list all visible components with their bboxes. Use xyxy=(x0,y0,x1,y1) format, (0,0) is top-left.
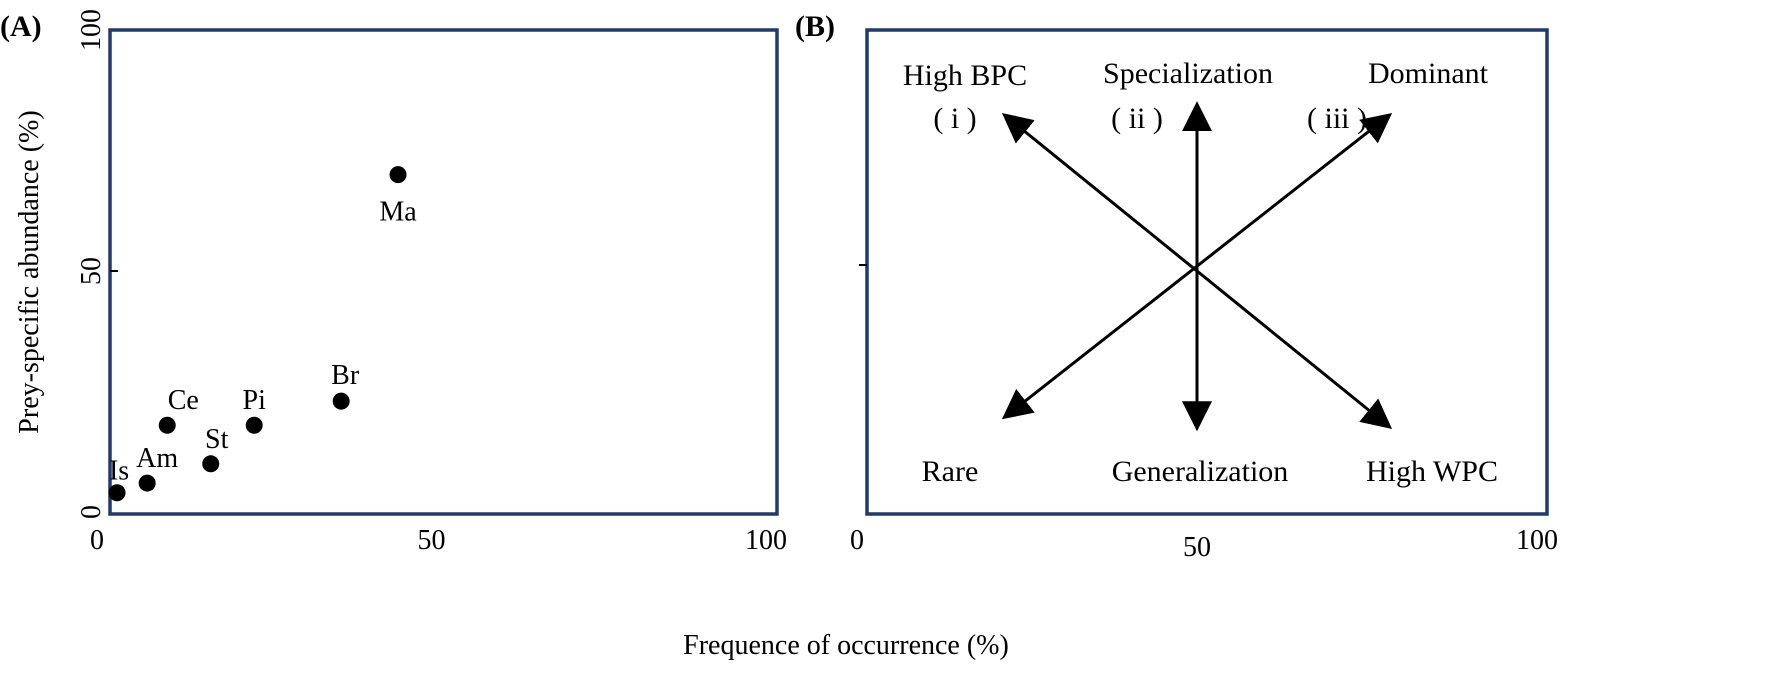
data-label-st: St xyxy=(205,424,229,455)
label-rare: Rare xyxy=(922,455,979,488)
panel-a-x-tick-label: 50 xyxy=(418,525,446,556)
label-dominant: Dominant xyxy=(1368,57,1489,90)
panel-b-arrows xyxy=(1001,101,1393,432)
label-high-bpc: High BPC xyxy=(903,59,1027,92)
panel-a-x-tick-label: 100 xyxy=(745,525,787,556)
panel-a-y-tick-label: 100 xyxy=(76,9,107,51)
label-high-wpc: High WPC xyxy=(1366,455,1498,488)
panel-a-y-tick-label: 0 xyxy=(76,505,107,519)
panel-b-ticks: 0 50 100 xyxy=(850,525,1558,563)
panel-b-frame xyxy=(865,28,1549,516)
panel-a-x-tick-label: 0 xyxy=(90,525,104,556)
label-i: ( i ) xyxy=(933,102,976,135)
panel-a-label: (A) xyxy=(0,10,42,43)
panel-a-y-axis-label: Prey-specific abundance (%) xyxy=(14,110,45,433)
panel-a-y-tick-label: 50 xyxy=(76,257,107,285)
data-label-pi: Pi xyxy=(243,385,267,416)
data-label-ma: Ma xyxy=(379,197,417,228)
panel-a: (A) Prey-specific abundance (%) 0 50 100 0 5… xyxy=(0,9,787,556)
data-point-ma xyxy=(389,166,407,184)
data-point-ce xyxy=(158,416,176,434)
x-axis-label: Frequence of occurrence (%) xyxy=(683,630,1009,661)
panel-b-x-tick-label: 100 xyxy=(1516,525,1558,556)
label-ii: ( ii ) xyxy=(1111,102,1163,135)
data-point-pi xyxy=(245,416,263,434)
panel-a-ticks: 0 50 100 0 50 100 xyxy=(76,9,787,556)
data-point-br xyxy=(332,392,350,410)
data-label-am: Am xyxy=(136,443,178,474)
double-arrow-3 xyxy=(1001,112,1393,430)
panel-b-x-tick-label: 0 xyxy=(850,525,864,556)
data-label-ce: Ce xyxy=(168,385,199,416)
label-generalization: Generalization xyxy=(1112,455,1289,488)
data-point-is xyxy=(108,484,126,502)
label-specialization: Specialization xyxy=(1103,57,1273,90)
data-label-is: Is xyxy=(109,456,129,487)
data-point-st xyxy=(202,455,220,473)
panel-b-label: (B) xyxy=(795,10,835,43)
data-label-br: Br xyxy=(331,360,360,391)
panel-b: (B) 0 50 100 High BPC ( i ) Specialization… xyxy=(795,10,1558,563)
label-iii: ( iii ) xyxy=(1307,102,1367,135)
data-point-am xyxy=(138,474,156,492)
panel-b-x-tick-label: 50 xyxy=(1183,532,1211,563)
